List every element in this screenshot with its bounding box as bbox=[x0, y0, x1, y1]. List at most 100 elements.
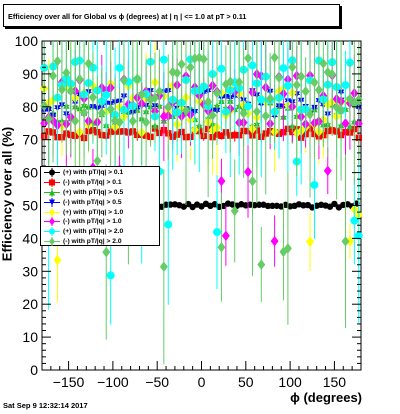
legend-label: (+) with pT/|q| > 1.0 bbox=[63, 208, 124, 216]
data-point bbox=[230, 205, 239, 217]
legend-marker bbox=[44, 217, 60, 227]
data-point bbox=[354, 94, 363, 105]
chart-title: Efficiency over all for Global vs ϕ (deg… bbox=[3, 4, 340, 27]
data-point bbox=[66, 85, 75, 97]
y-tick-label: 10 bbox=[22, 329, 38, 345]
data-point bbox=[84, 58, 93, 69]
y-tick-label: 20 bbox=[22, 296, 38, 312]
data-point bbox=[53, 254, 62, 266]
data-point bbox=[49, 199, 55, 206]
data-point bbox=[199, 53, 208, 65]
data-point bbox=[257, 259, 266, 270]
legend-marker bbox=[44, 207, 60, 217]
data-point bbox=[217, 175, 226, 187]
data-point bbox=[142, 117, 151, 128]
data-point bbox=[164, 101, 173, 113]
data-point bbox=[137, 89, 146, 100]
data-point bbox=[62, 67, 71, 78]
data-point bbox=[97, 107, 106, 119]
data-point bbox=[150, 92, 159, 104]
legend-entry: (+) with pT/|q| > 2.0 bbox=[41, 227, 159, 237]
data-point bbox=[115, 116, 124, 128]
data-point bbox=[310, 77, 319, 88]
data-point bbox=[49, 237, 55, 246]
data-point bbox=[213, 87, 222, 99]
data-point bbox=[261, 110, 270, 122]
legend-entry: (+) with pT/|q| > 0.1 bbox=[41, 168, 159, 178]
data-point bbox=[235, 76, 244, 88]
data-point bbox=[252, 106, 261, 117]
data-point bbox=[208, 110, 217, 121]
x-tick-label: −100 bbox=[97, 374, 129, 390]
data-point bbox=[345, 235, 354, 247]
legend: (+) with pT/|q| > 0.1 (-) with pT/|q| > … bbox=[40, 166, 160, 246]
legend-marker bbox=[44, 236, 60, 246]
data-point bbox=[164, 220, 173, 229]
legend-entry: (-) with pT/|q| > 2.0 bbox=[41, 236, 159, 247]
data-point bbox=[44, 113, 53, 125]
legend-label: (+) with pT/|q| > 2.0 bbox=[63, 228, 124, 236]
legend-label: (-) with pT/|q| > 2.0 bbox=[63, 237, 122, 245]
data-point bbox=[314, 84, 323, 96]
y-tick-label: 70 bbox=[22, 132, 38, 148]
legend-label: (-) with pT/|q| > 0.5 bbox=[63, 198, 122, 206]
data-point bbox=[341, 81, 350, 90]
data-point bbox=[93, 155, 102, 167]
data-point bbox=[345, 93, 354, 105]
timestamp: Sat Sep 9 12:32:14 2017 bbox=[3, 401, 88, 410]
x-tick-label: 150 bbox=[323, 374, 347, 390]
data-point bbox=[275, 72, 284, 84]
legend-label: (-) with pT/|q| > 1.0 bbox=[63, 218, 122, 226]
data-point bbox=[248, 61, 257, 70]
data-point bbox=[341, 236, 350, 247]
data-point bbox=[186, 62, 195, 73]
y-tick-label: 100 bbox=[15, 33, 39, 49]
data-point bbox=[231, 131, 238, 139]
data-point bbox=[49, 189, 55, 196]
data-point bbox=[155, 86, 164, 97]
y-tick-label: 60 bbox=[22, 165, 38, 181]
x-tick-label: −50 bbox=[145, 374, 169, 390]
data-point bbox=[88, 92, 97, 103]
data-point bbox=[49, 208, 55, 216]
legend-label: (+) with pT/|q| > 0.5 bbox=[63, 188, 124, 196]
y-tick-label: 0 bbox=[30, 362, 38, 378]
data-point bbox=[301, 86, 310, 97]
data-point bbox=[255, 201, 263, 208]
legend-entry: (-) with pT/|q| > 0.5 bbox=[41, 197, 159, 207]
data-point bbox=[288, 61, 297, 73]
legend-label: (+) with pT/|q| > 0.1 bbox=[63, 169, 124, 177]
data-point bbox=[239, 108, 248, 119]
data-point bbox=[75, 73, 84, 85]
data-point bbox=[115, 63, 124, 72]
y-tick-label: 90 bbox=[22, 66, 38, 82]
data-point bbox=[181, 105, 190, 116]
data-point bbox=[269, 202, 276, 210]
legend-entry: (+) with pT/|q| > 1.0 bbox=[41, 207, 159, 217]
data-point bbox=[159, 261, 168, 272]
data-point bbox=[204, 96, 213, 108]
data-point bbox=[102, 90, 111, 99]
data-point bbox=[49, 70, 58, 82]
y-tick-label: 50 bbox=[22, 198, 38, 214]
data-point bbox=[266, 93, 275, 104]
data-point bbox=[257, 95, 266, 104]
data-point bbox=[341, 118, 350, 129]
legend-entry: (-) with pT/|q| > 0.1 bbox=[41, 178, 159, 188]
data-point bbox=[49, 179, 55, 186]
x-tick-label: 50 bbox=[238, 374, 254, 390]
data-point bbox=[279, 64, 288, 73]
data-point bbox=[221, 230, 230, 241]
data-point bbox=[106, 103, 115, 115]
legend-label: (-) with pT/|q| > 0.1 bbox=[63, 179, 122, 187]
data-point bbox=[102, 246, 111, 258]
data-point bbox=[177, 59, 186, 70]
data-point bbox=[270, 235, 279, 247]
x-tick-label: −150 bbox=[53, 374, 85, 390]
legend-marker bbox=[44, 168, 60, 178]
data-point bbox=[190, 53, 199, 64]
data-point bbox=[213, 228, 222, 237]
data-point bbox=[331, 200, 338, 208]
data-point bbox=[133, 73, 142, 84]
